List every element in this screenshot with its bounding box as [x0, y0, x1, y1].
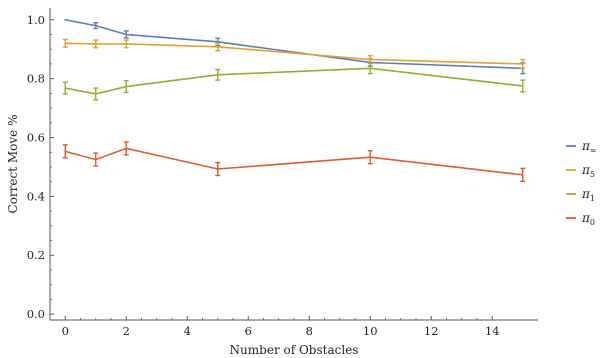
x-tick-label: 6: [245, 324, 252, 338]
x-tick-label: 0: [62, 324, 69, 338]
legend-label-sub: ∞: [590, 146, 597, 155]
x-axis-title: Number of Obstacles: [230, 343, 359, 357]
series-∞: [64, 18, 526, 75]
data-point: [125, 33, 128, 36]
y-tick-label: 1.0: [27, 13, 45, 27]
data-point: [216, 45, 219, 48]
legend-label: π5: [581, 163, 595, 179]
data-point: [369, 156, 372, 159]
x-tick-label: 12: [424, 324, 439, 338]
data-point: [94, 43, 97, 45]
series-line: [65, 42, 523, 65]
data-point: [216, 73, 219, 76]
legend-label: π0: [581, 211, 595, 227]
data-point: [521, 173, 524, 176]
legend-label-base: π: [581, 187, 591, 201]
legend-item: π∞: [566, 139, 597, 155]
data-point: [64, 150, 67, 153]
series-line: [65, 67, 523, 95]
x-tick-label: 4: [184, 324, 191, 338]
axes: 0 2 4 6 8 10 12 14 0.0 0.2 0.4 0.6 0.8 1.0: [27, 8, 538, 338]
legend-label-base: π: [581, 211, 591, 225]
legend-label-sub: 1: [590, 194, 595, 203]
legend-label-sub: 5: [590, 170, 595, 179]
legend-label-base: π: [581, 163, 591, 177]
legend-label: π1: [581, 187, 595, 203]
data-point: [216, 168, 219, 170]
series-line: [65, 18, 523, 70]
y-tick-label: 0.2: [27, 248, 45, 262]
x-tick-label: 2: [123, 324, 130, 338]
series-line: [65, 147, 523, 176]
legend-item: π0: [566, 211, 595, 227]
series-0: [62, 141, 526, 183]
data-point: [369, 58, 372, 61]
legend-item: π5: [566, 163, 595, 179]
data-point: [94, 158, 97, 161]
data-point: [64, 18, 67, 21]
y-tick-label: 0.6: [27, 131, 45, 145]
data-point: [125, 85, 128, 88]
data-point: [94, 93, 97, 95]
data-point: [216, 40, 219, 43]
x-tick-label: 14: [485, 324, 500, 338]
data-point: [94, 24, 97, 27]
series-1: [62, 62, 526, 101]
x-tick-label: 10: [363, 324, 378, 338]
y-tick-label: 0.0: [27, 307, 45, 321]
series-5: [62, 38, 526, 70]
data-point: [369, 67, 372, 70]
series-layer: [62, 18, 526, 183]
y-tick-label: 0.4: [27, 189, 45, 203]
data-point: [64, 87, 67, 89]
legend-label: π∞: [581, 139, 597, 155]
x-tick-label: 8: [306, 324, 313, 338]
y-axis-title: Correct Move %: [6, 115, 20, 214]
data-point: [125, 43, 128, 45]
data-point: [521, 63, 524, 65]
y-tick-label: 0.8: [27, 72, 45, 86]
data-point: [125, 147, 128, 150]
legend-label-base: π: [581, 139, 591, 153]
data-point: [64, 42, 67, 45]
legend-item: π1: [566, 187, 595, 203]
legend-label-sub: 0: [590, 218, 595, 227]
data-point: [521, 85, 524, 87]
